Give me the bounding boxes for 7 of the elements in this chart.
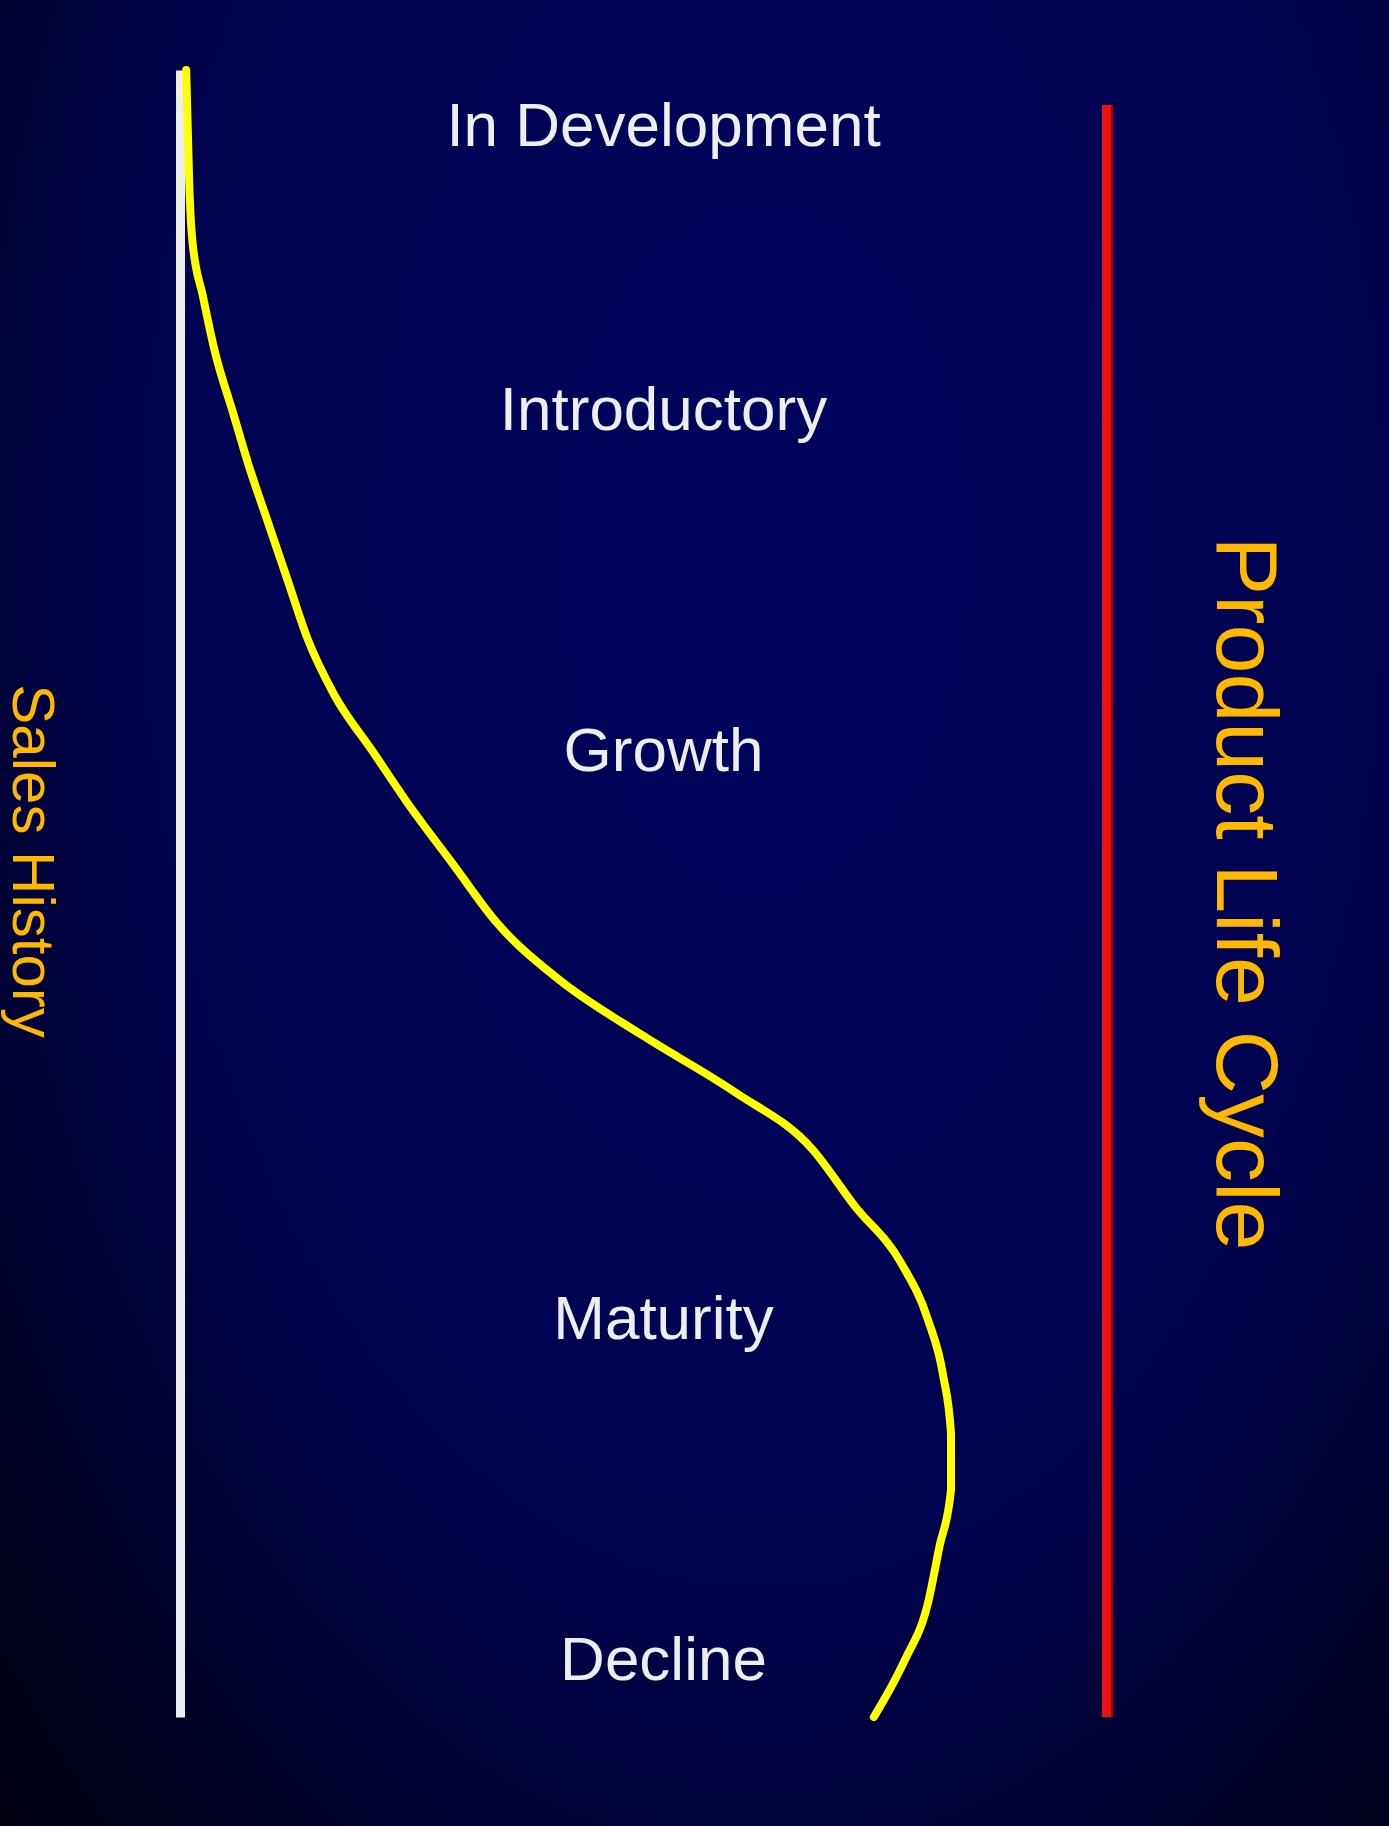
y-axis-title: Sales History bbox=[0, 684, 67, 1038]
y-tick-label: Decline bbox=[560, 1623, 767, 1693]
text: Product Life Cycle bbox=[1198, 536, 1297, 1251]
y-tick-label: Introductory bbox=[499, 374, 828, 444]
y-tick-label: In Development bbox=[446, 90, 881, 160]
y-tick-label: Growth bbox=[563, 715, 764, 785]
y-tick-label: Maturity bbox=[553, 1282, 774, 1352]
